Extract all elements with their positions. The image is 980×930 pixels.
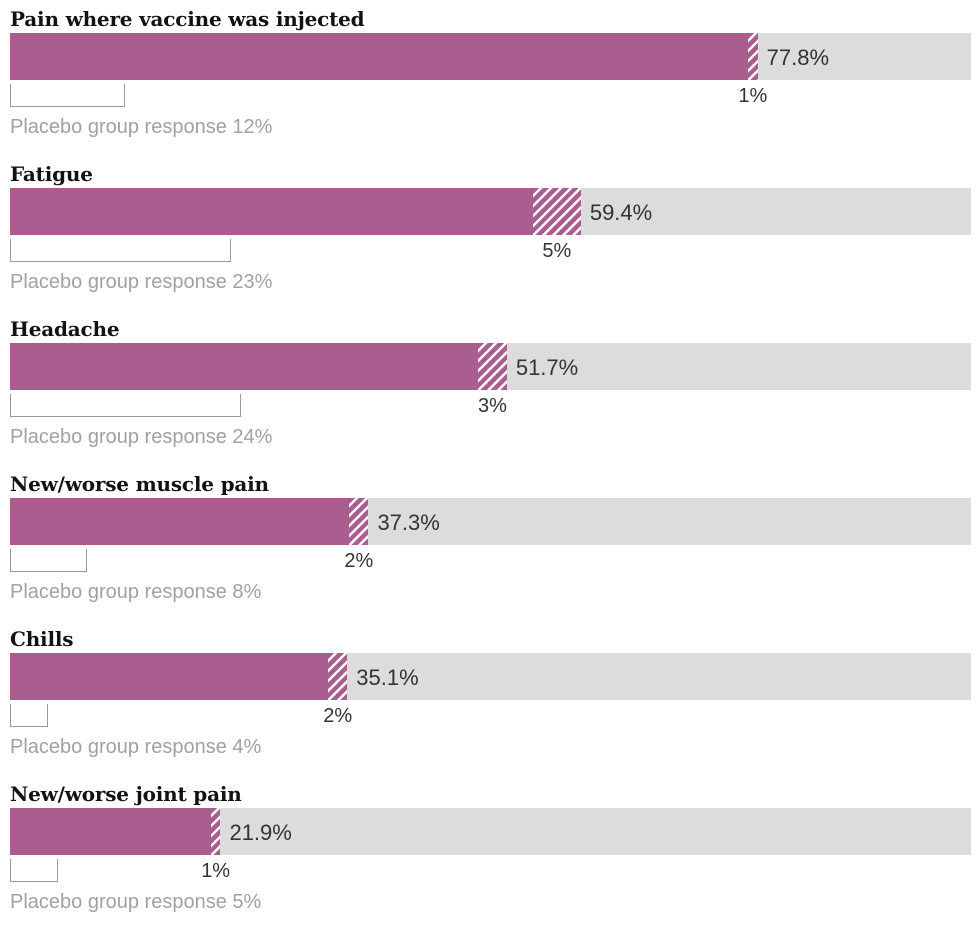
symptom-title: Headache [10,317,120,341]
placebo-caption: Placebo group response 4% [10,736,262,758]
symptom-row: New/worse muscle pain 37.3% 2% Placebo g… [10,465,971,620]
vaccine-bar [10,33,758,80]
sub-row: 2% [10,549,971,573]
symptom-title: New/worse muscle pain [10,472,269,496]
symptom-row: Headache 51.7% 3% Placebo group response… [10,310,971,465]
severe-value-label: 2% [344,550,374,572]
sub-row: 5% [10,239,971,263]
placebo-caption: Placebo group response 5% [10,891,262,913]
placebo-bar [10,84,126,107]
severe-hatch-overlay [328,653,348,700]
symptom-row: Fatigue 59.4% 5% Placebo group response … [10,155,971,310]
symptom-row: Chills 35.1% 2% Placebo group response 4… [10,620,971,775]
vaccine-value-label: 51.7% [515,355,579,380]
severe-hatch-overlay [748,33,758,80]
placebo-caption: Placebo group response 24% [10,426,273,448]
severe-value-label: 3% [477,395,507,417]
bar-track: 59.4% [10,188,971,235]
bar-track: 37.3% [10,498,971,545]
symptom-title: Pain where vaccine was injected [10,7,365,31]
vaccine-bar [10,343,507,390]
vaccine-bar [10,498,369,545]
symptom-title: Chills [10,627,74,651]
severe-hatch-overlay [349,498,369,545]
placebo-bar [10,394,241,417]
placebo-caption: Placebo group response 8% [10,581,262,603]
symptom-row: New/worse joint pain 21.9% 1% Placebo gr… [10,775,971,930]
severe-value-label: 1% [738,85,768,107]
vaccine-bar [10,188,581,235]
vaccine-value-label: 77.8% [766,45,830,70]
severe-hatch-overlay [478,343,507,390]
symptom-title: Fatigue [10,162,93,186]
placebo-caption: Placebo group response 23% [10,271,273,293]
severe-hatch-overlay [210,808,221,855]
severe-value-label: 5% [542,240,572,262]
vaccine-value-label: 59.4% [589,200,653,225]
severe-value-label: 2% [323,705,353,727]
placebo-bar [10,704,49,727]
vaccine-value-label: 37.3% [377,510,440,535]
sub-row: 1% [10,84,971,108]
sub-row: 3% [10,394,971,418]
sub-row: 1% [10,859,971,883]
vaccine-bar [10,653,348,700]
side-effects-chart: Pain where vaccine was injected 77.8% 1%… [10,0,971,930]
vaccine-value-label: 21.9% [229,820,292,845]
symptom-title: New/worse joint pain [10,782,242,806]
severe-hatch-overlay [532,188,581,235]
placebo-bar [10,859,59,882]
vaccine-bar [10,808,221,855]
placebo-bar [10,549,87,572]
bar-track: 35.1% [10,653,971,700]
vaccine-value-label: 35.1% [356,665,419,690]
symptom-row: Pain where vaccine was injected 77.8% 1%… [10,0,971,155]
placebo-bar [10,239,232,262]
bar-track: 51.7% [10,343,971,390]
severe-value-label: 1% [201,860,231,882]
bar-track: 77.8% [10,33,971,80]
sub-row: 2% [10,704,971,728]
placebo-caption: Placebo group response 12% [10,116,273,138]
bar-track: 21.9% [10,808,971,855]
